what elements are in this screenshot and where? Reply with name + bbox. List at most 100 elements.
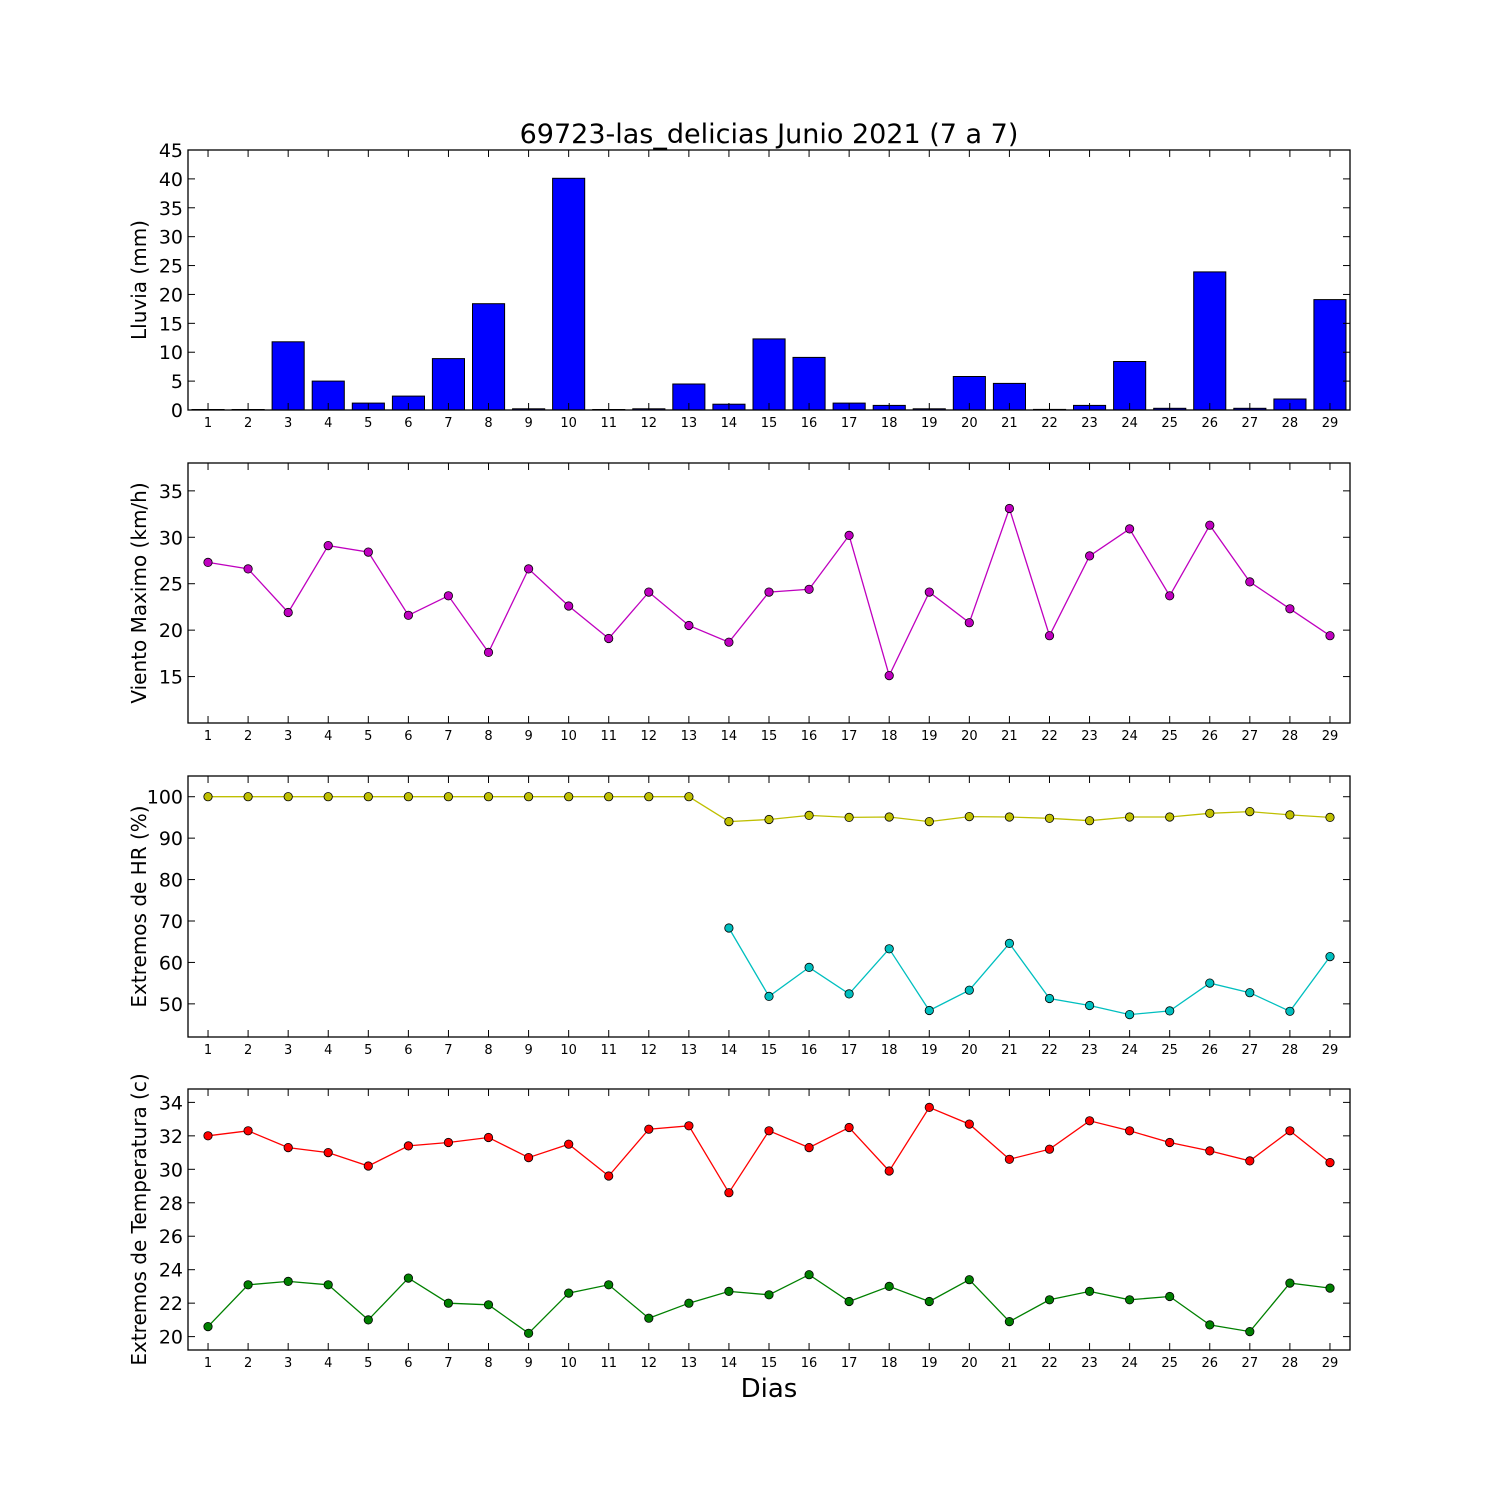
data-point <box>243 1280 253 1290</box>
x-tick-label: 16 <box>801 1356 818 1371</box>
data-point <box>1125 1009 1135 1020</box>
x-tick-label: 26 <box>1201 1043 1218 1058</box>
data-point <box>1085 816 1095 826</box>
data-point <box>1004 1317 1015 1327</box>
data-point <box>363 547 373 557</box>
data-point <box>684 1121 694 1131</box>
data-point <box>764 587 774 597</box>
figure-title: 69723-las_delicias Junio 2021 (7 a 7) <box>520 119 1019 150</box>
data-point <box>243 1126 253 1136</box>
x-tick-label: 14 <box>721 729 738 744</box>
data-point <box>483 1300 494 1310</box>
x-tick-label: 18 <box>881 1043 898 1058</box>
x-tick-label: 28 <box>1282 729 1299 744</box>
data-point <box>884 1281 894 1292</box>
x-tick-label: 20 <box>961 416 978 431</box>
x-tick-label: 18 <box>881 1356 898 1371</box>
y-tick-label: 24 <box>159 1260 183 1282</box>
data-point <box>1085 551 1095 561</box>
y-tick-label: 15 <box>159 667 183 689</box>
data-point <box>844 530 854 541</box>
data-point <box>604 1280 614 1290</box>
data-point <box>323 792 333 802</box>
y-tick-label: 20 <box>159 1327 183 1349</box>
x-tick-label: 26 <box>1201 416 1218 431</box>
x-tick-label: 24 <box>1121 416 1138 431</box>
x-tick-label: 15 <box>761 416 778 431</box>
x-tick-label: 2 <box>244 729 252 744</box>
y-tick-label: 80 <box>159 870 183 892</box>
data-point <box>604 792 614 802</box>
x-tick-label: 23 <box>1081 1356 1098 1371</box>
x-tick-label: 25 <box>1161 1043 1178 1058</box>
data-point <box>523 1153 534 1163</box>
x-tick-label: 5 <box>364 1043 372 1058</box>
data-point <box>1205 978 1215 988</box>
x-tick-label: 7 <box>444 1043 452 1058</box>
x-tick-label: 26 <box>1201 1356 1218 1371</box>
x-tick-label: 10 <box>560 1356 577 1371</box>
x-tick-label: 16 <box>801 729 818 744</box>
y-tick-label: 30 <box>159 1159 183 1181</box>
data-point <box>1325 951 1335 962</box>
bar <box>431 358 465 411</box>
data-point <box>1004 812 1015 822</box>
data-point <box>844 1122 854 1133</box>
x-tick-label: 2 <box>244 1043 252 1058</box>
x-tick-label: 18 <box>881 729 898 744</box>
y-tick-label: 25 <box>159 574 183 596</box>
data-point <box>724 1286 734 1297</box>
x-tick-label: 7 <box>444 1356 452 1371</box>
x-tick-label: 23 <box>1081 416 1098 431</box>
x-tick-label: 20 <box>961 1043 978 1058</box>
data-point <box>724 1188 734 1198</box>
data-point <box>323 1148 333 1158</box>
x-tick-label: 6 <box>404 729 412 744</box>
data-point <box>804 1143 814 1153</box>
data-point <box>283 792 293 802</box>
data-point <box>1245 806 1255 817</box>
data-point <box>1325 1158 1335 1168</box>
x-tick-label: 9 <box>524 1043 532 1058</box>
data-point <box>964 618 974 628</box>
data-point <box>1245 988 1255 998</box>
x-tick-label: 19 <box>921 416 938 431</box>
data-point <box>724 816 734 827</box>
data-point <box>203 1322 213 1332</box>
x-tick-label: 4 <box>324 1043 332 1058</box>
data-point <box>1125 812 1135 822</box>
bar <box>552 177 586 411</box>
x-tick-label: 5 <box>364 416 372 431</box>
data-point <box>1325 631 1335 641</box>
x-tick-label: 12 <box>641 416 658 431</box>
data-point <box>363 1161 373 1171</box>
x-tick-label: 23 <box>1081 1043 1098 1058</box>
y-tick-label: 30 <box>159 527 183 549</box>
data-point <box>403 610 413 620</box>
x-tick-label: 14 <box>721 1043 738 1058</box>
bar <box>792 356 826 411</box>
data-point <box>684 620 694 631</box>
data-point <box>523 564 534 574</box>
x-tick-label: 25 <box>1161 729 1178 744</box>
x-tick-label: 22 <box>1041 416 1058 431</box>
x-tick-label: 29 <box>1322 416 1339 431</box>
data-point <box>964 985 974 995</box>
x-tick-label: 28 <box>1282 1356 1299 1371</box>
y-axis-label: Lluvia (mm) <box>127 220 151 340</box>
x-tick-label: 15 <box>761 1356 778 1371</box>
x-tick-label: 11 <box>600 729 617 744</box>
data-point <box>363 1315 373 1325</box>
x-tick-label: 6 <box>404 416 412 431</box>
data-point <box>363 792 373 802</box>
x-tick-label: 29 <box>1322 1356 1339 1371</box>
x-tick-label: 5 <box>364 1356 372 1371</box>
x-tick-label: 25 <box>1161 416 1178 431</box>
x-tick-label: 8 <box>484 729 492 744</box>
panel-4: Extremos de Temperatura (c) 2022242628303… <box>127 1073 1351 1371</box>
data-point <box>443 792 453 802</box>
x-tick-label: 8 <box>484 1356 492 1371</box>
data-point <box>844 989 854 999</box>
